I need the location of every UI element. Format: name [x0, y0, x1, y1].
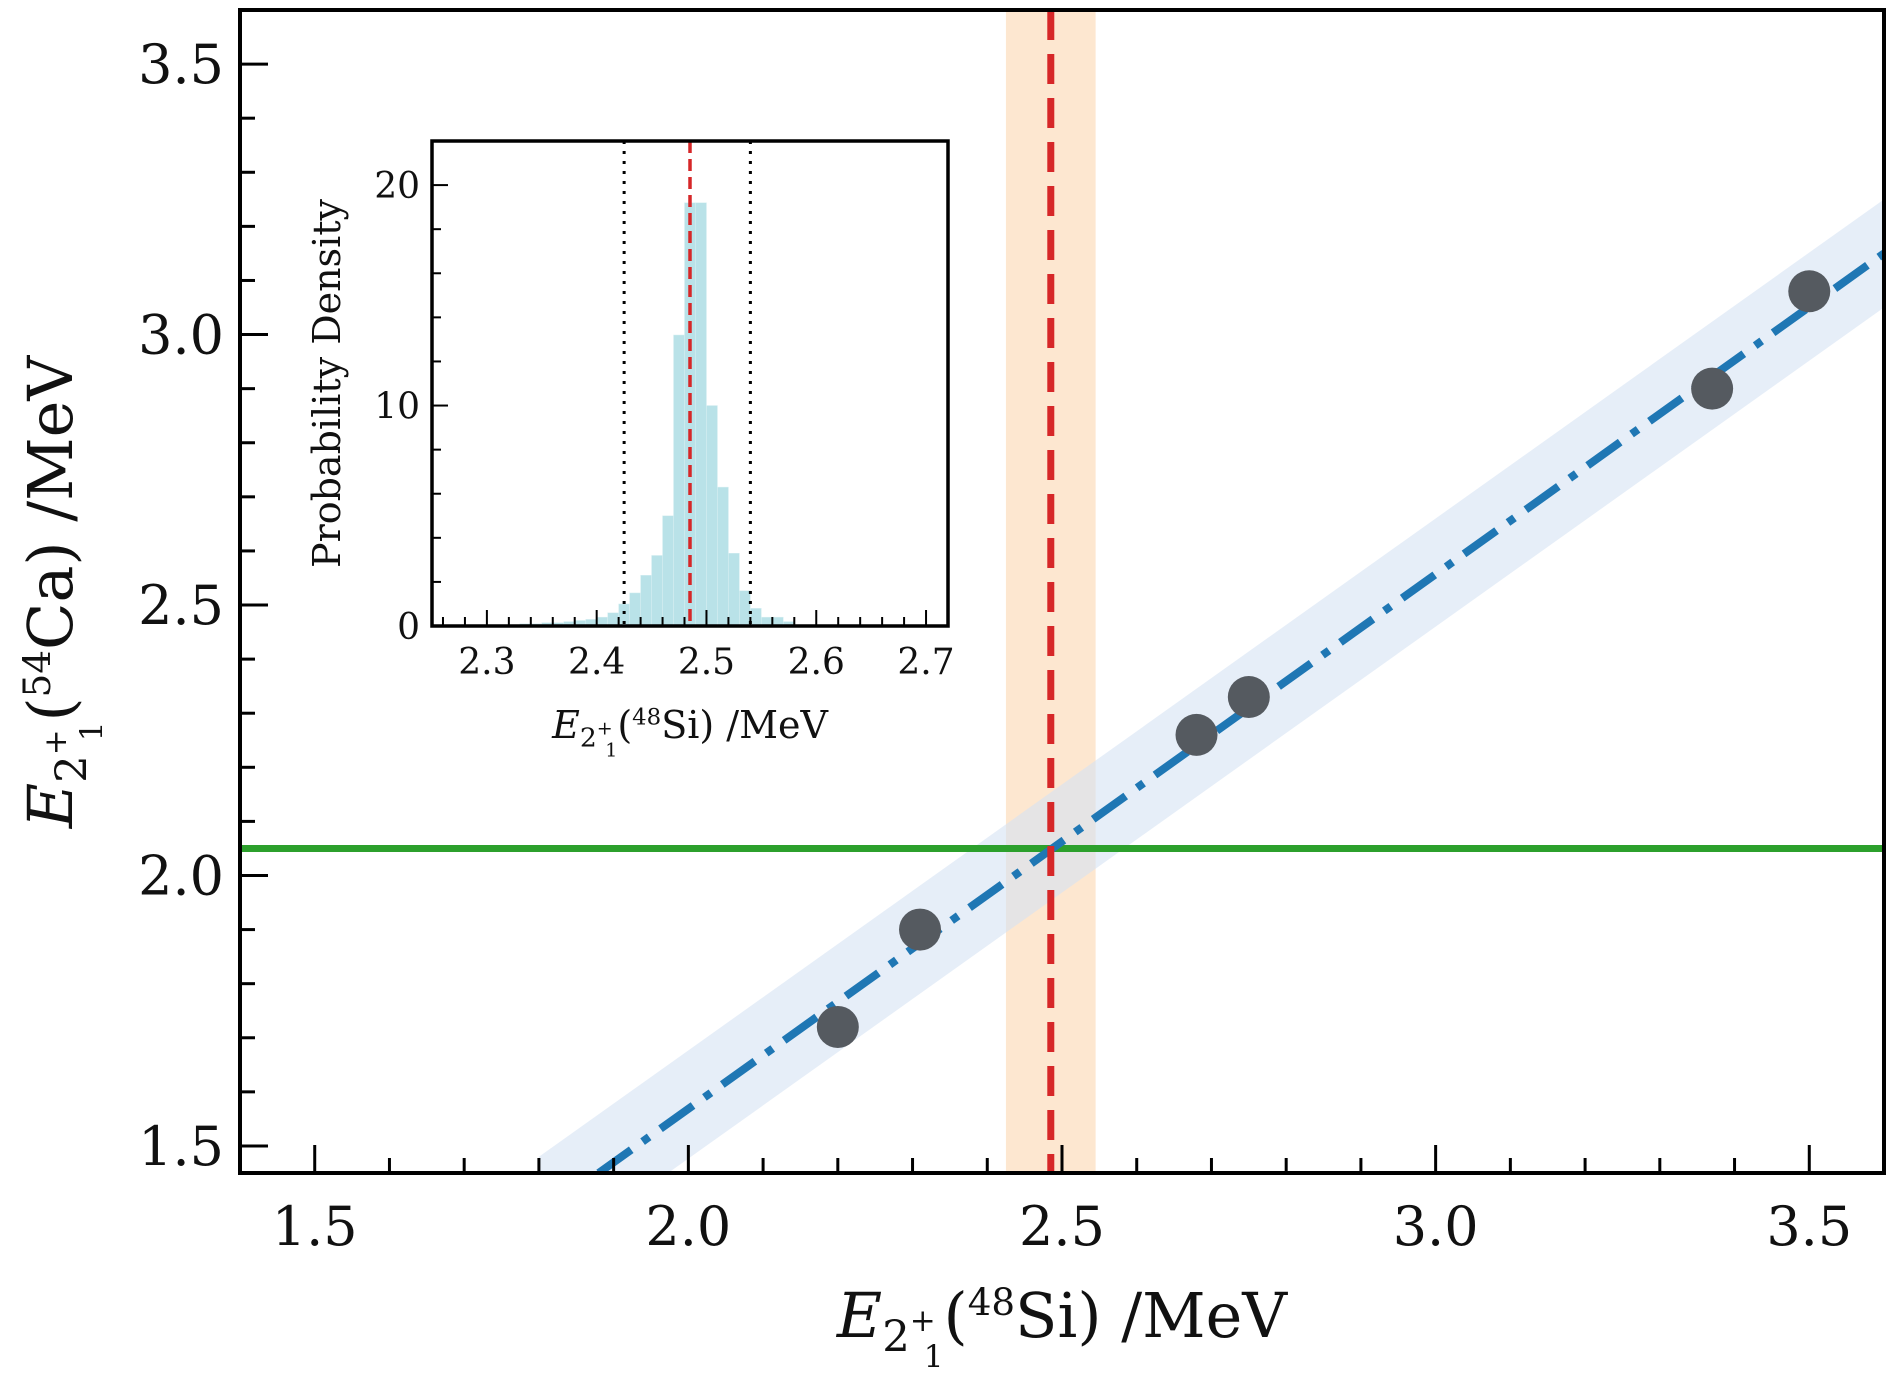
histogram-bar	[651, 555, 663, 627]
data-point	[1691, 367, 1734, 410]
data-point	[1175, 713, 1218, 756]
histogram-bar	[750, 608, 762, 627]
y-tick-label: 3.0	[138, 304, 224, 367]
inset-x-tick-label: 2.7	[897, 642, 954, 683]
y-tick-label: 2.0	[138, 844, 224, 907]
histogram-bar	[717, 486, 729, 627]
inset-y-axis-title: Probability Density	[305, 198, 349, 568]
inset-y-tick-label: 20	[374, 166, 420, 207]
histogram-bar	[629, 592, 641, 627]
svg-text:E2+1(54Ca) /MeV: E2+1(54Ca) /MeV	[14, 355, 110, 829]
x-axis-title: E2+ 1(48Si) /MeV	[836, 1279, 1288, 1375]
inset-x-tick-label: 2.4	[568, 642, 625, 683]
y-tick-label: 3.5	[138, 33, 224, 96]
inset-frame	[430, 139, 950, 628]
y-tick-label: 2.5	[138, 574, 224, 637]
histogram-bar	[695, 202, 707, 627]
fit-confidence-band	[538, 199, 1884, 1173]
inset-x-tick-label: 2.6	[788, 642, 845, 683]
x-tick-label: 2.5	[1019, 1195, 1105, 1258]
y-axis-title: E2+1(54Ca) /MeV	[14, 355, 110, 829]
svg-text:E2+1(48Si) /MeV: E2+ 1(48Si) /MeV	[551, 703, 828, 762]
x-tick-label: 3.0	[1393, 1195, 1479, 1258]
histogram-bar	[640, 575, 652, 627]
svg-text:E2+1(48Si) /MeV: E2+ 1(48Si) /MeV	[836, 1279, 1288, 1375]
main-plot-area	[240, 10, 1884, 1173]
inset-histogram: 2.3 2.4 2.5 2.6 2.7 0 10 20	[374, 139, 955, 683]
x-tick-label: 1.5	[272, 1195, 358, 1258]
histogram-bar	[706, 405, 718, 627]
inset-y-tick-label: 10	[374, 387, 420, 428]
data-point	[1788, 270, 1831, 313]
data-point	[816, 1005, 859, 1048]
inset-x-axis-title: E2+ 1(48Si) /MeV	[551, 703, 828, 762]
inset-x-tick-label: 2.3	[458, 642, 515, 683]
histogram-bar	[662, 515, 674, 627]
inset-y-tick-label: 0	[397, 607, 420, 648]
x-tick-label: 2.0	[645, 1195, 731, 1258]
inset-x-tick-label: 2.5	[678, 642, 735, 683]
y-tick-label: 1.5	[138, 1115, 224, 1178]
histogram-bar	[607, 612, 619, 627]
histogram-bar	[728, 553, 740, 627]
histogram-bar	[673, 334, 685, 627]
histogram-bar	[739, 590, 751, 627]
data-point	[1227, 675, 1270, 718]
x-tick-label: 3.5	[1766, 1195, 1852, 1258]
data-point	[899, 908, 942, 951]
